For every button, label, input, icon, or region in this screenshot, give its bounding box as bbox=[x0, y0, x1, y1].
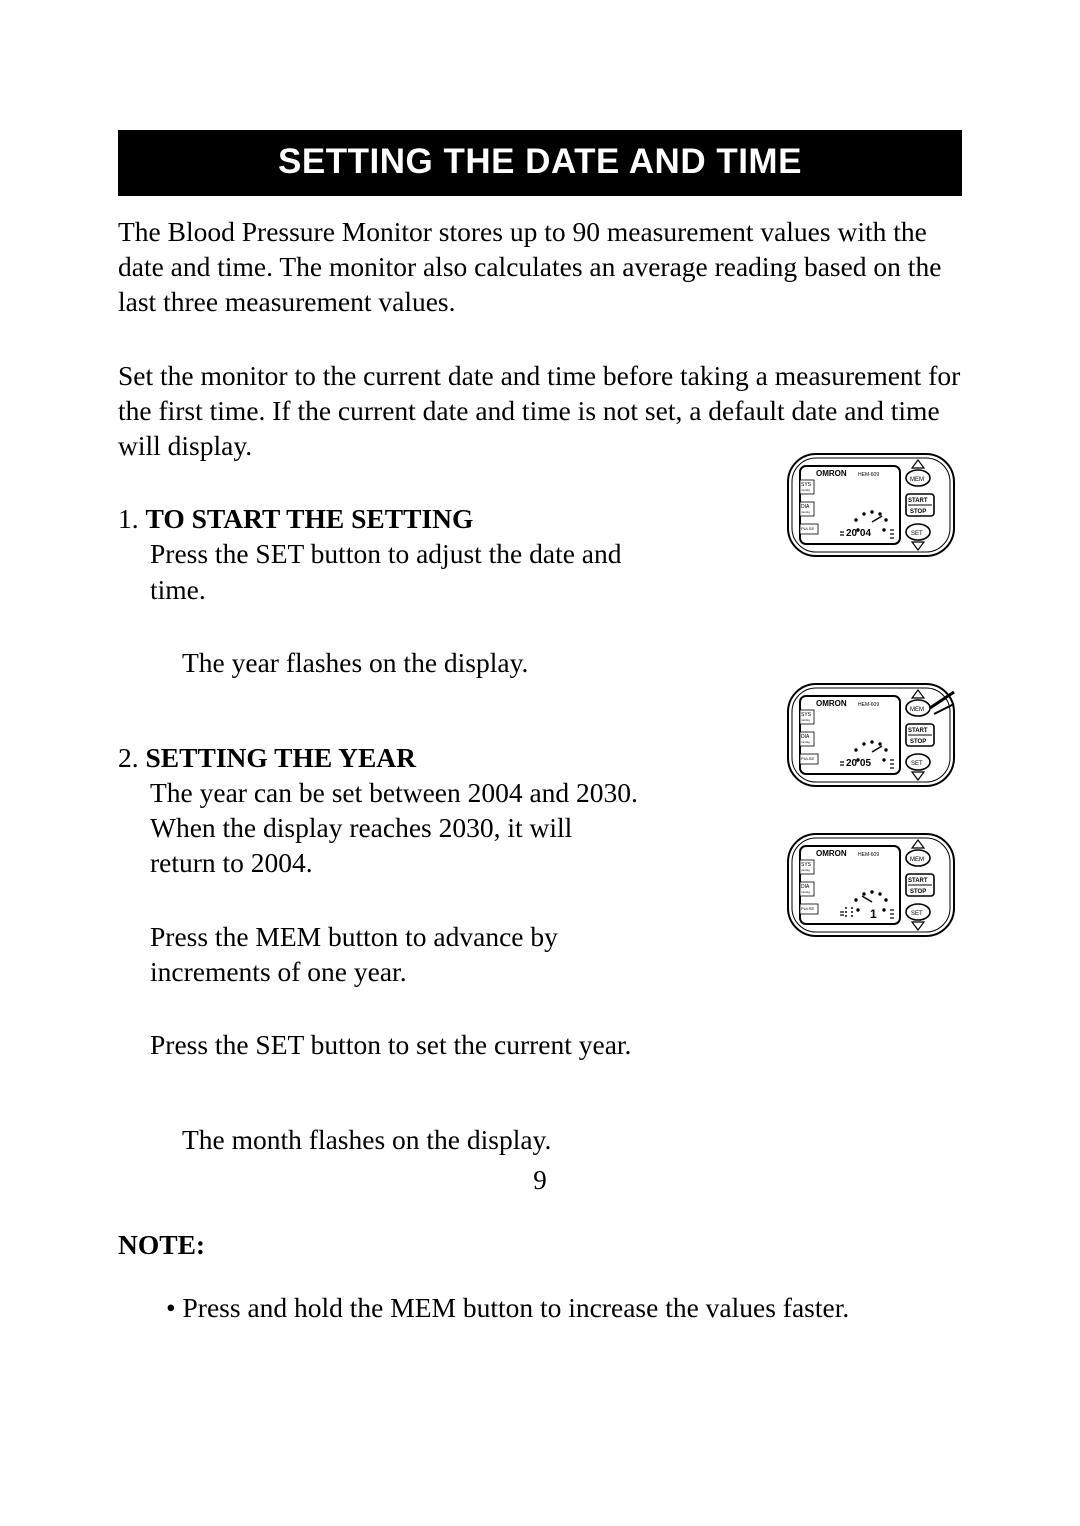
model-label: HEM-609 bbox=[858, 472, 879, 478]
step-2-line-1: The year can be set between 2004 and 203… bbox=[150, 775, 640, 881]
svg-text:SET: SET bbox=[911, 911, 923, 917]
svg-text:START: START bbox=[908, 728, 928, 734]
svg-text:mmHg: mmHg bbox=[801, 718, 810, 722]
device-icon: OMRON HEM-609 SYS mmHg DIA mmHg PULSE bbox=[786, 830, 956, 940]
brand-label: OMRON bbox=[816, 469, 847, 478]
device-illustration-2: OMRON HEM-609 SYS mmHg DIA mmHg PULSE 20… bbox=[786, 680, 956, 790]
device-illustration-1: OMRON HEM-609 SYS mmHg DIA mmHg PULSE bbox=[786, 450, 956, 560]
note-label: NOTE: bbox=[118, 1227, 962, 1262]
svg-text:SET: SET bbox=[911, 761, 923, 767]
step-2-line-2: Press the MEM button to advance by incre… bbox=[150, 919, 670, 989]
svg-text:MEM: MEM bbox=[910, 707, 924, 713]
svg-text:mmHg: mmHg bbox=[801, 868, 810, 872]
step-1-sub: The year flashes on the display. bbox=[182, 645, 962, 680]
intro-block: The Blood Pressure Monitor stores up to … bbox=[118, 214, 962, 463]
svg-text:OMRON: OMRON bbox=[816, 849, 847, 858]
svg-text:START: START bbox=[908, 498, 928, 504]
step-2-line-3: Press the SET button to set the current … bbox=[150, 1027, 670, 1062]
svg-text:STOP: STOP bbox=[910, 739, 926, 745]
device-illustration-3: OMRON HEM-609 SYS mmHg DIA mmHg PULSE bbox=[786, 830, 956, 940]
svg-text:PULSE: PULSE bbox=[801, 756, 814, 761]
svg-text:mmHg: mmHg bbox=[801, 890, 810, 894]
step-2: 2. SETTING THE YEAR The year can be set … bbox=[118, 740, 962, 1158]
svg-text:MEM: MEM bbox=[910, 477, 924, 483]
svg-text:20 05: 20 05 bbox=[846, 758, 871, 769]
device-icon: OMRON HEM-609 SYS mmHg DIA mmHg PULSE 20… bbox=[786, 680, 956, 790]
step-2-sub: The month flashes on the display. bbox=[182, 1122, 962, 1157]
device-icon: OMRON HEM-609 SYS mmHg DIA mmHg PULSE bbox=[786, 450, 956, 560]
intro-paragraph-1: The Blood Pressure Monitor stores up to … bbox=[118, 214, 962, 320]
page-number: 9 bbox=[0, 1165, 1080, 1196]
svg-text:mmHg: mmHg bbox=[801, 510, 810, 514]
svg-text:mmHg: mmHg bbox=[801, 488, 810, 492]
svg-text:PULSE: PULSE bbox=[801, 526, 814, 531]
step-2-number: 2. bbox=[118, 742, 146, 773]
svg-text:STOP: STOP bbox=[910, 889, 926, 895]
svg-text:MEM: MEM bbox=[910, 857, 924, 863]
display-value: 20 04 bbox=[846, 528, 871, 539]
svg-text:START: START bbox=[908, 878, 928, 884]
step-1-heading: TO START THE SETTING bbox=[146, 503, 474, 534]
step-1-line-1: Press the SET button to adjust the date … bbox=[150, 536, 670, 606]
svg-text:mmHg: mmHg bbox=[801, 740, 810, 744]
intro-paragraph-2: Set the monitor to the current date and … bbox=[118, 358, 962, 464]
note-bullet: • Press and hold the MEM button to incre… bbox=[166, 1290, 962, 1325]
manual-page: SETTING THE DATE AND TIME The Blood Pres… bbox=[0, 0, 1080, 1526]
svg-text:OMRON: OMRON bbox=[816, 699, 847, 708]
svg-text:HEM-609: HEM-609 bbox=[858, 852, 879, 858]
svg-text:PULSE: PULSE bbox=[801, 906, 814, 911]
note-block: NOTE: • Press and hold the MEM button to… bbox=[118, 1227, 962, 1325]
section-title: SETTING THE DATE AND TIME bbox=[118, 130, 962, 196]
step-2-heading: SETTING THE YEAR bbox=[146, 742, 417, 773]
step-1-number: 1. bbox=[118, 503, 146, 534]
svg-text:1: 1 bbox=[870, 907, 877, 921]
svg-text:STOP: STOP bbox=[910, 509, 926, 515]
svg-text:HEM-609: HEM-609 bbox=[858, 702, 879, 708]
svg-text:SET: SET bbox=[911, 531, 923, 537]
